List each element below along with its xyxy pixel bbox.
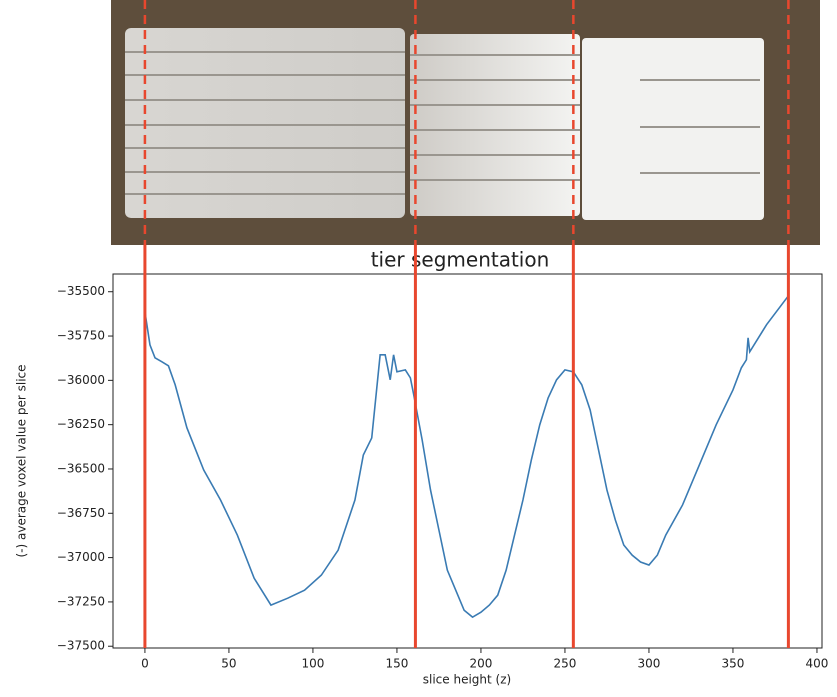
- x-tick-label: 200: [469, 657, 492, 671]
- y-tick-label: −35750: [57, 329, 105, 343]
- x-tick-label: 300: [637, 657, 660, 671]
- data-line: [144, 295, 790, 619]
- x-tick-label: 400: [806, 657, 829, 671]
- y-axis-label: (-) average voxel value per slice: [15, 364, 29, 557]
- y-tick-label: −37500: [57, 639, 105, 653]
- plot-frame: [112, 273, 823, 649]
- x-tick-label: 150: [385, 657, 408, 671]
- x-tick-label: 0: [141, 657, 149, 671]
- x-tick-label: 250: [553, 657, 576, 671]
- photo: [111, 0, 820, 245]
- y-tick-label: −36250: [57, 417, 105, 431]
- x-axis-label: slice height (z): [423, 673, 511, 687]
- y-tick-label: −37000: [57, 550, 105, 564]
- x-tick-label: 50: [221, 657, 236, 671]
- x-tick-label: 350: [722, 657, 745, 671]
- y-tick-label: −35500: [57, 284, 105, 298]
- chart-title: tier segmentation: [371, 248, 550, 272]
- x-tick-label: 100: [301, 657, 324, 671]
- y-tick-label: −36000: [57, 373, 105, 387]
- y-tick-label: −36750: [57, 506, 105, 520]
- y-tick-label: −36500: [57, 461, 105, 475]
- y-tick-label: −37250: [57, 594, 105, 608]
